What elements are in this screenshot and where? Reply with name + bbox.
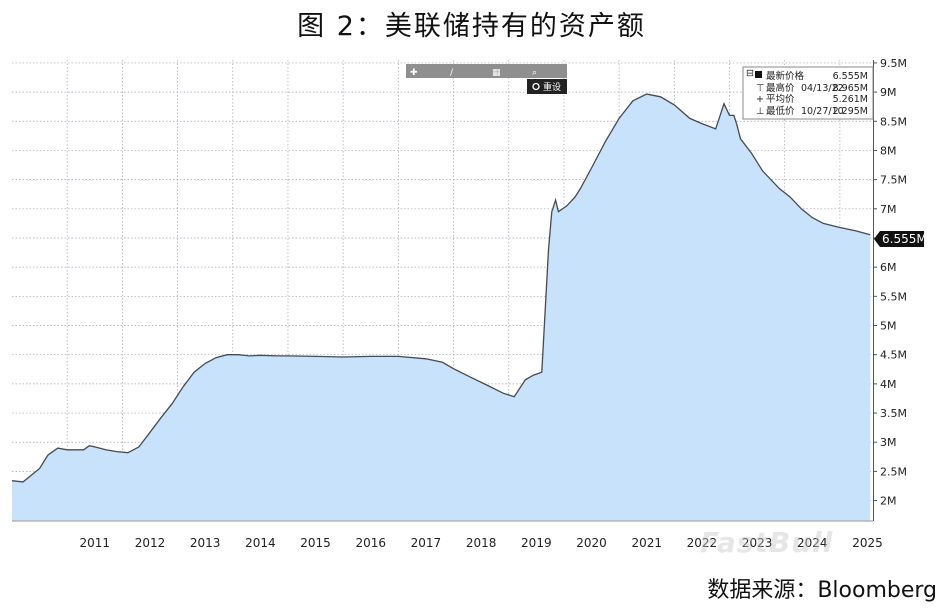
legend-high-value: 8.965M bbox=[833, 83, 868, 94]
reset-button[interactable] bbox=[527, 79, 567, 94]
legend-avg-value: 5.261M bbox=[833, 94, 868, 105]
y-tick-label: 3.5M bbox=[880, 407, 907, 420]
avg-icon: + bbox=[756, 94, 764, 105]
zoom-icon[interactable]: ⌕ bbox=[532, 68, 537, 78]
x-tick-label: 2016 bbox=[355, 536, 386, 550]
legend-low-label: 最低价 bbox=[766, 105, 795, 117]
low-icon: ⊥ bbox=[756, 106, 764, 117]
x-tick-label: 2015 bbox=[300, 536, 331, 550]
legend-high-date: 04/13/22 bbox=[801, 83, 844, 94]
legend-high-label: 最高价 bbox=[766, 82, 795, 94]
series-line bbox=[11, 93, 871, 483]
x-tick-label: 2024 bbox=[797, 536, 828, 550]
last-value-marker: 6.555M bbox=[874, 231, 927, 247]
y-tick-label: 9.5M bbox=[880, 57, 907, 70]
y-tick-label: 7M bbox=[880, 203, 897, 216]
source-note: 数据来源：Bloomberg bbox=[707, 578, 937, 603]
table-icon[interactable]: ▦ bbox=[492, 68, 501, 78]
x-tick-label: 2022 bbox=[687, 536, 718, 550]
y-tick-label: 3M bbox=[880, 436, 897, 449]
y-tick-label: 4.5M bbox=[880, 349, 907, 362]
y-tick-label: 6M bbox=[880, 261, 897, 274]
y-axis-ticks: 2M2.5M3M3.5M4M4.5M5M5.5M6M6.5M7M7.5M8M8.… bbox=[873, 57, 907, 508]
legend-latest-value: 6.555M bbox=[833, 71, 868, 82]
x-axis-ticks: 2011 2012 2013 2014 2015 2016 2017 2018 2019 2020… bbox=[12, 520, 883, 550]
draw-icon[interactable]: ∕ bbox=[450, 68, 454, 78]
legend-collapse-icon[interactable]: ⊟ bbox=[746, 68, 754, 79]
y-tick-label: 5.5M bbox=[880, 290, 907, 303]
x-tick-label: 2020 bbox=[576, 536, 607, 550]
x-tick-label: 2017 bbox=[411, 536, 442, 550]
x-tick-label: 2019 bbox=[521, 536, 552, 550]
chart-title: 图 2：美联储持有的资产额 bbox=[297, 11, 646, 42]
y-tick-label: 5M bbox=[880, 320, 897, 333]
chart-toolbar: ✚ ∕ ▦ ⌕ 重设 bbox=[406, 64, 567, 94]
x-tick-label: 2023 bbox=[742, 536, 773, 550]
series-area-fill bbox=[12, 94, 871, 521]
y-tick-label: 9M bbox=[880, 86, 897, 99]
y-tick-label: 2M bbox=[880, 495, 897, 508]
legend-low-date: 10/27/10 bbox=[801, 106, 844, 117]
reset-icon bbox=[532, 82, 540, 91]
high-icon: ⊤ bbox=[756, 83, 764, 94]
legend-latest-swatch bbox=[755, 71, 762, 78]
x-tick-label: 2014 bbox=[245, 536, 276, 550]
x-tick-label: 2018 bbox=[466, 536, 497, 550]
y-tick-label: 4M bbox=[880, 378, 897, 391]
watermark-logo: FastBull bbox=[700, 526, 834, 559]
x-tick-label: 2012 bbox=[135, 536, 166, 550]
y-tick-label: 8M bbox=[880, 144, 897, 157]
y-tick-label: 2.5M bbox=[880, 465, 907, 478]
y-tick-label: 8.5M bbox=[880, 115, 907, 128]
x-tick-label: 2011 bbox=[80, 536, 111, 550]
last-value-label: 6.555M bbox=[882, 232, 927, 246]
y-tick-label: 7.5M bbox=[880, 174, 907, 187]
legend-box: ⊟ 最新价格 6.555M ⊤ 最高价 04/13/22 8.965M + 平均… bbox=[742, 66, 874, 120]
x-tick-label: 2013 bbox=[190, 536, 221, 550]
x-tick-label: 2025 bbox=[852, 536, 883, 550]
legend-avg-label: 平均价 bbox=[766, 93, 795, 105]
legend-latest-label: 最新价格 bbox=[766, 70, 805, 82]
legend-low-value: 2.295M bbox=[833, 106, 868, 117]
pan-icon[interactable]: ✚ bbox=[410, 68, 418, 78]
x-tick-label: 2021 bbox=[631, 536, 662, 550]
reset-label: 重设 bbox=[543, 81, 561, 93]
plot-frame-right bbox=[873, 60, 874, 521]
